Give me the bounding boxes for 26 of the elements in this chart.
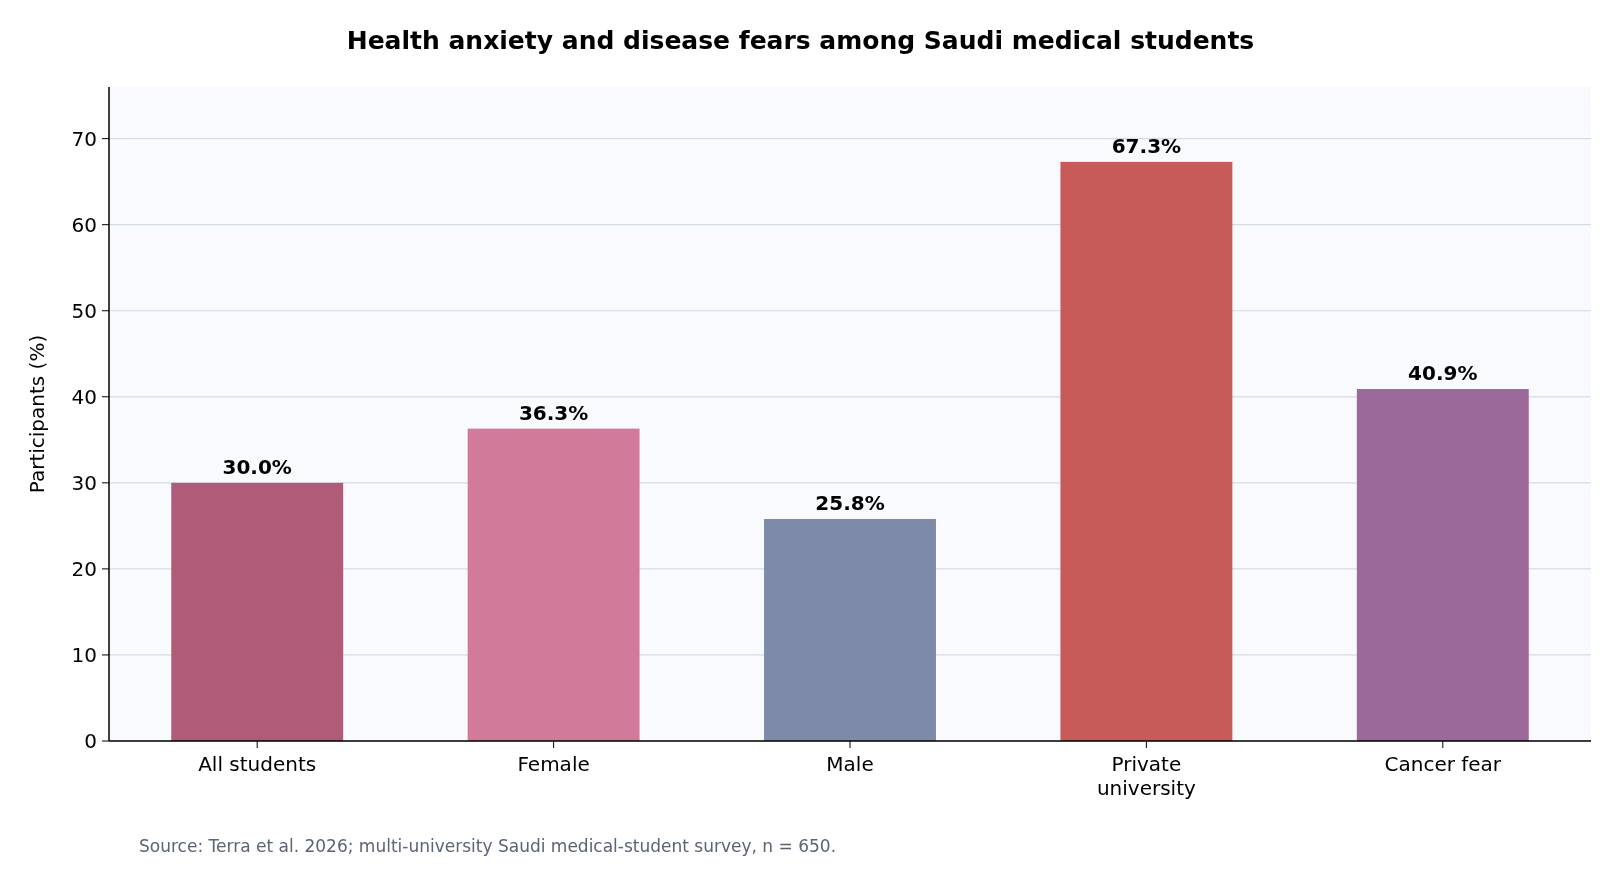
source-note: Source: Terra et al. 2026; multi-university Saudi medical-student survey, n = 650.	[139, 836, 837, 856]
bar	[467, 428, 640, 741]
bar	[1356, 389, 1529, 741]
data-label: 25.8%	[815, 490, 885, 515]
y-tick-label: 20	[71, 556, 97, 581]
data-label: 30.0%	[222, 454, 292, 479]
bar	[764, 518, 936, 741]
bar	[171, 482, 344, 741]
data-label: 40.9%	[1408, 361, 1478, 386]
y-tick-label: 60	[71, 212, 97, 237]
x-tick-label: Female	[517, 752, 590, 776]
y-tick-label: 0	[84, 729, 97, 753]
y-axis-title: Participants (%)	[25, 334, 49, 494]
x-tick-label: Private university	[1096, 752, 1197, 800]
y-tick-label: 10	[71, 642, 97, 667]
chart-title: Health anxiety and disease fears among Saudi medical students	[346, 26, 1255, 55]
y-tick-label: 70	[71, 126, 97, 151]
data-label: 67.3%	[1111, 133, 1182, 158]
bar	[1060, 161, 1233, 741]
data-label: 36.3%	[518, 400, 589, 425]
x-tick-label: Male	[826, 752, 874, 776]
y-tick-label: 40	[71, 384, 97, 409]
x-tick-label: All students	[198, 752, 317, 776]
y-tick-label: 30	[71, 470, 97, 495]
y-tick-label: 50	[71, 298, 97, 323]
x-tick-label: Cancer fear	[1384, 752, 1502, 776]
